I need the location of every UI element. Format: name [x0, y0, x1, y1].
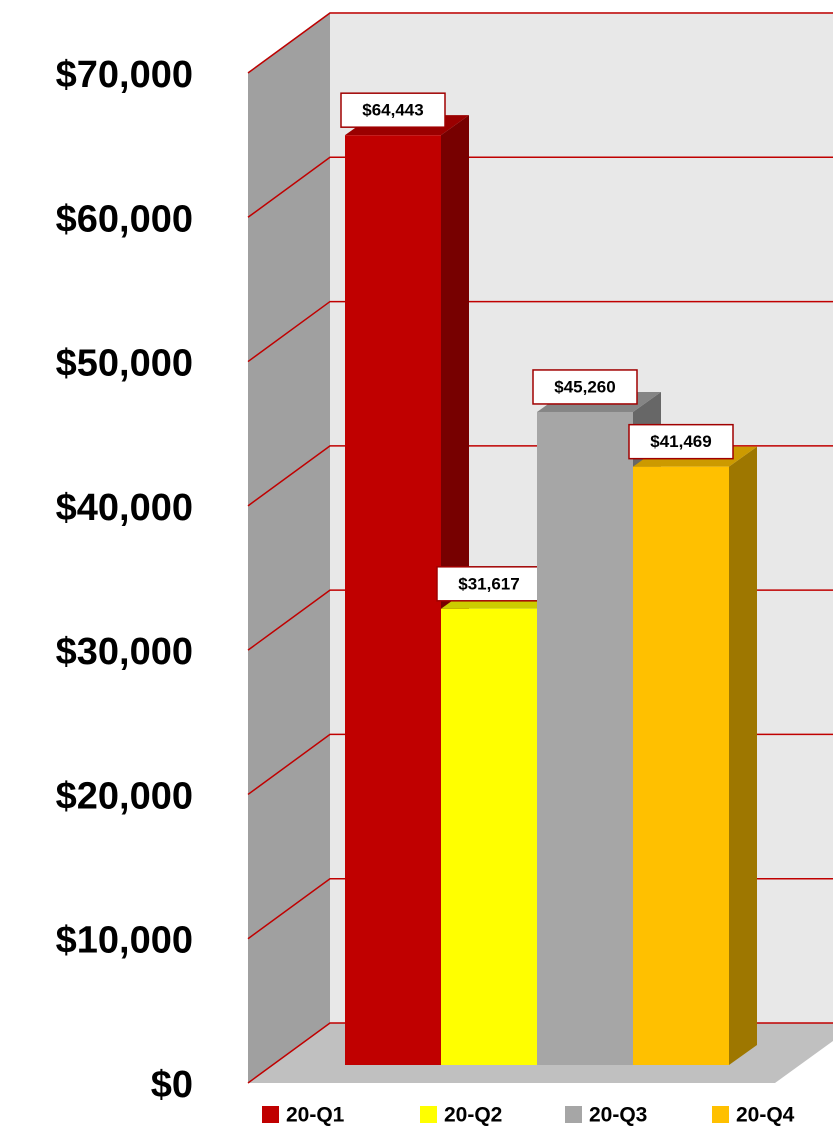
bar-front	[345, 135, 441, 1065]
legend-label: 20-Q4	[736, 1104, 795, 1127]
y-tick-label: $70,000	[56, 54, 193, 96]
legend-label: 20-Q2	[444, 1104, 502, 1127]
bar-front	[633, 466, 729, 1065]
bar-side	[729, 446, 757, 1065]
legend-swatch	[262, 1106, 279, 1123]
y-tick-label: $50,000	[56, 343, 193, 385]
y-tick-label: $0	[151, 1064, 193, 1106]
grid-line	[247, 156, 833, 218]
bar-front	[537, 411, 633, 1065]
y-tick-label: $10,000	[56, 920, 193, 962]
legend-label: 20-Q3	[589, 1104, 647, 1127]
legend-swatch	[712, 1106, 729, 1123]
value-label: $31,617	[458, 574, 519, 593]
y-tick-label: $30,000	[56, 631, 193, 673]
side-wall	[248, 12, 330, 1083]
y-tick-label: $40,000	[56, 487, 193, 529]
bar-front	[441, 608, 537, 1065]
value-label-box	[340, 92, 446, 128]
y-tick-label: $20,000	[56, 775, 193, 817]
grid-line	[247, 12, 833, 74]
value-label: $45,260	[554, 377, 615, 396]
legend-swatch	[420, 1106, 437, 1123]
value-label-box	[628, 423, 734, 460]
value-label: $41,469	[650, 432, 711, 451]
legend-label: 20-Q1	[286, 1104, 345, 1127]
bar	[633, 446, 757, 1065]
value-label-box	[532, 369, 638, 405]
y-tick-label: $60,000	[56, 198, 193, 240]
legend-swatch	[565, 1106, 582, 1123]
grid-line	[247, 300, 833, 363]
value-label: $64,443	[362, 101, 423, 120]
value-label-box	[436, 566, 542, 602]
